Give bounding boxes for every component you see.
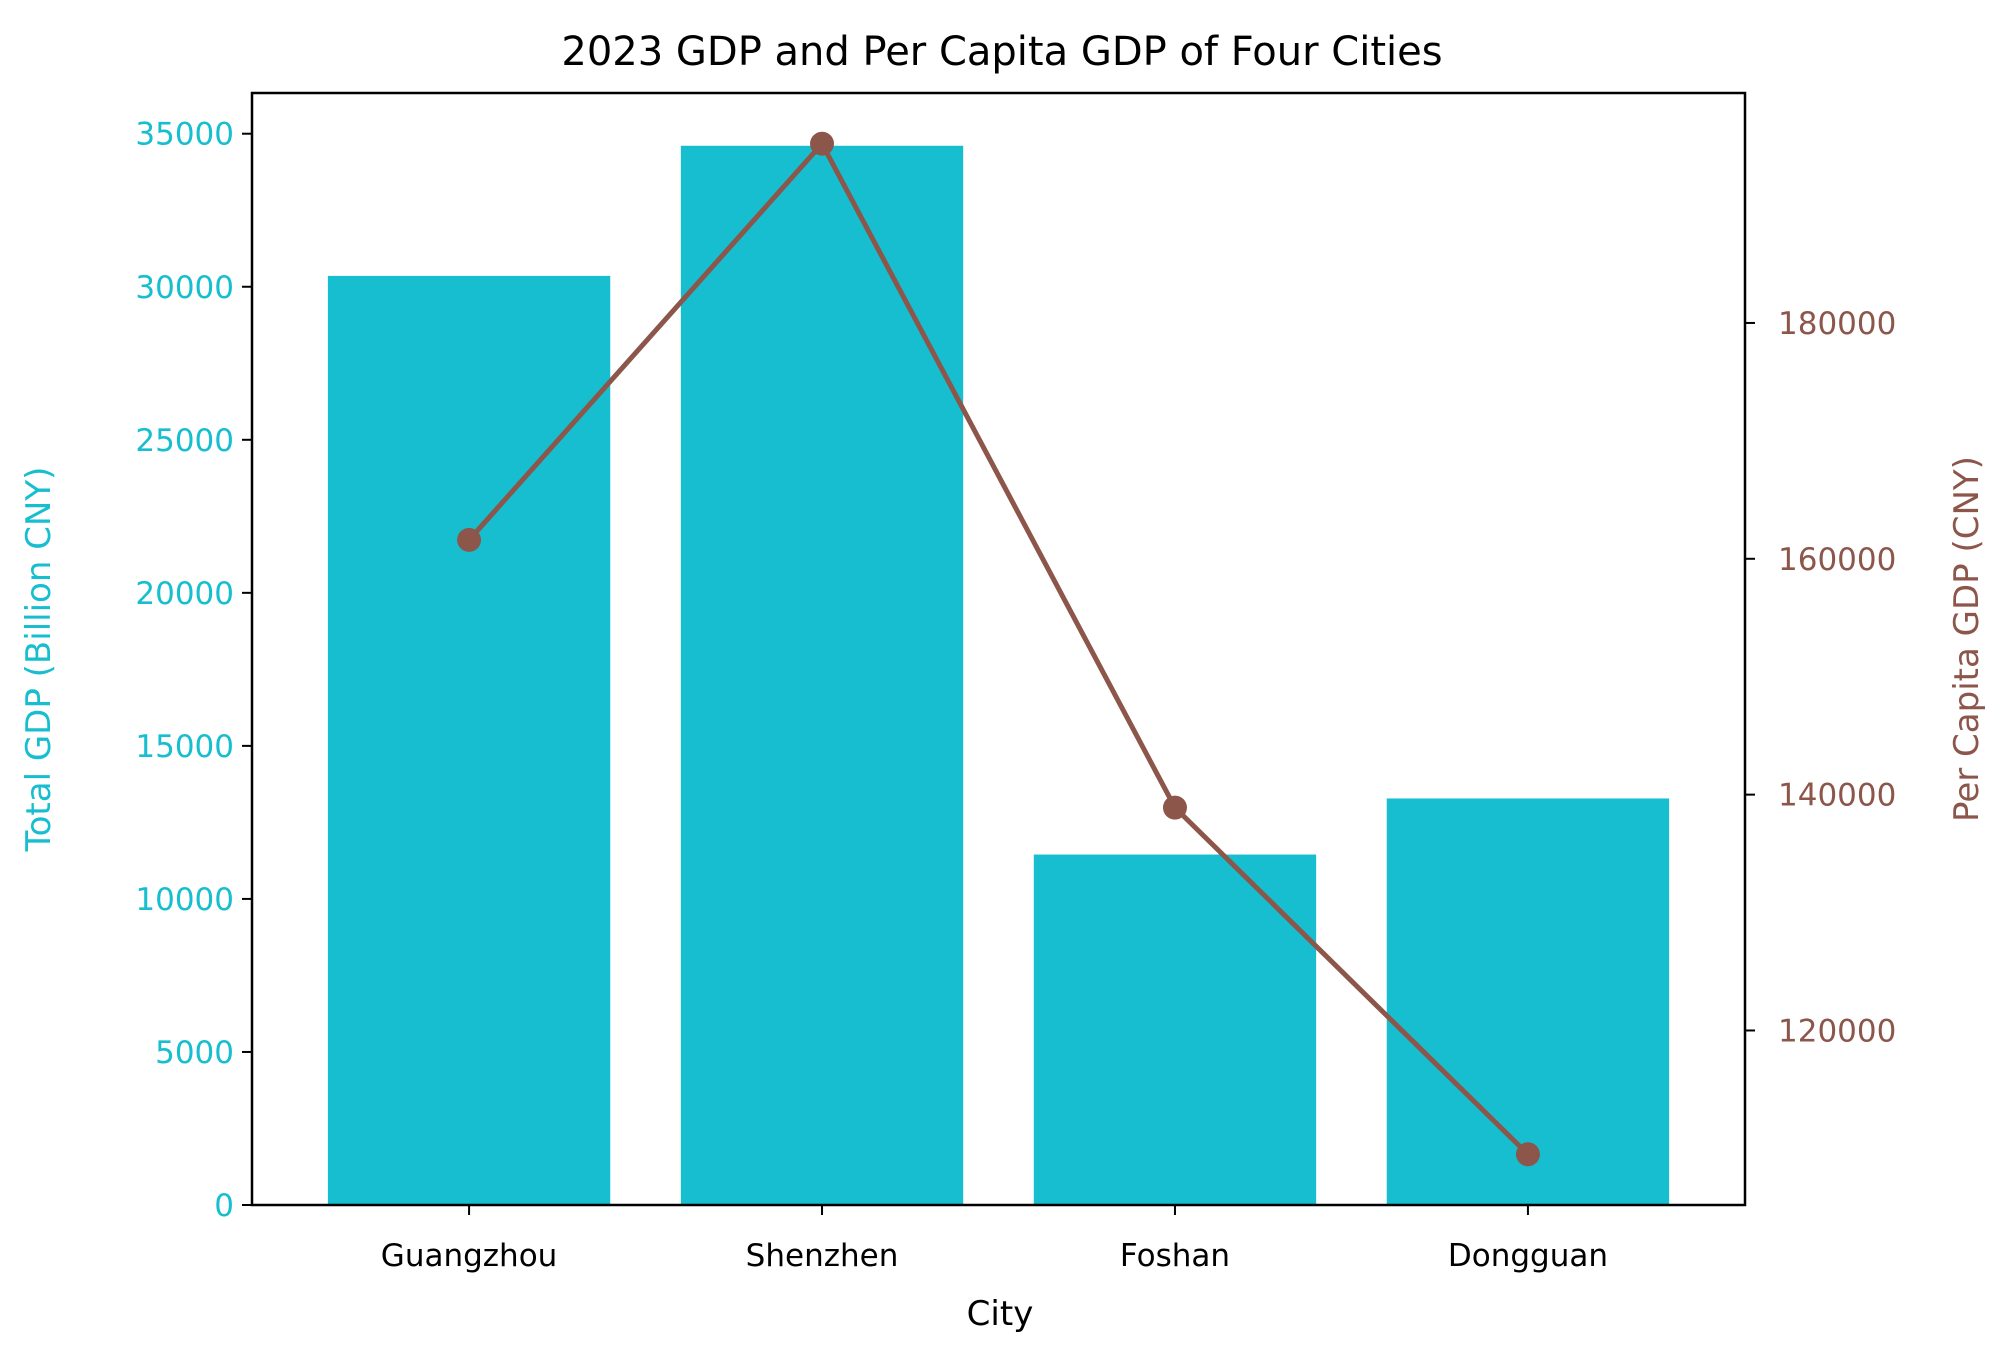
line-layer bbox=[457, 131, 1540, 1167]
x-axis: Guangzhou Shenzhen Foshan Dongguan bbox=[381, 1205, 1608, 1274]
bars-layer bbox=[327, 145, 1670, 1206]
y-axis-left-label: Total GDP (Billion CNY) bbox=[19, 467, 59, 853]
point-dongguan bbox=[1515, 1142, 1540, 1167]
y-left-tick-label: 25000 bbox=[135, 423, 234, 459]
y-left-tick-label: 30000 bbox=[135, 270, 234, 306]
x-tick-label: Dongguan bbox=[1448, 1238, 1608, 1274]
y-right-tick-label: 180000 bbox=[1778, 306, 1896, 342]
point-shenzhen bbox=[810, 131, 835, 156]
x-tick-label: Shenzhen bbox=[746, 1238, 899, 1274]
y-right-tick-label: 160000 bbox=[1778, 542, 1896, 578]
bar-foshan bbox=[1033, 854, 1317, 1205]
bar-dongguan bbox=[1386, 798, 1670, 1205]
bar-guangzhou bbox=[327, 275, 611, 1206]
right-axis: 120000 140000 160000 180000 bbox=[1745, 306, 1896, 1049]
y-left-tick-label: 5000 bbox=[155, 1035, 234, 1071]
per-capita-line bbox=[467, 139, 1530, 1157]
y-right-tick-label: 140000 bbox=[1778, 778, 1896, 814]
y-left-tick-label: 15000 bbox=[135, 729, 234, 765]
bar-shenzhen bbox=[680, 145, 964, 1205]
chart-title: 2023 GDP and Per Capita GDP of Four Citi… bbox=[561, 29, 1442, 75]
y-left-tick-label: 0 bbox=[214, 1188, 234, 1224]
y-left-tick-label: 35000 bbox=[135, 117, 234, 153]
point-foshan bbox=[1162, 795, 1187, 820]
point-guangzhou bbox=[457, 527, 482, 552]
x-tick-label: Guangzhou bbox=[381, 1238, 558, 1274]
left-axis: 0 5000 10000 15000 20000 25000 30000 35000 bbox=[135, 117, 252, 1224]
x-axis-label: City bbox=[967, 1294, 1034, 1334]
plot-frame bbox=[250, 91, 1747, 1207]
y-right-tick-label: 120000 bbox=[1778, 1013, 1896, 1049]
y-left-tick-label: 20000 bbox=[135, 576, 234, 612]
y-axis-right-label: Per Capita GDP (CNY) bbox=[1947, 456, 1987, 822]
y-left-tick-label: 10000 bbox=[135, 882, 234, 918]
x-tick-label: Foshan bbox=[1120, 1238, 1230, 1274]
